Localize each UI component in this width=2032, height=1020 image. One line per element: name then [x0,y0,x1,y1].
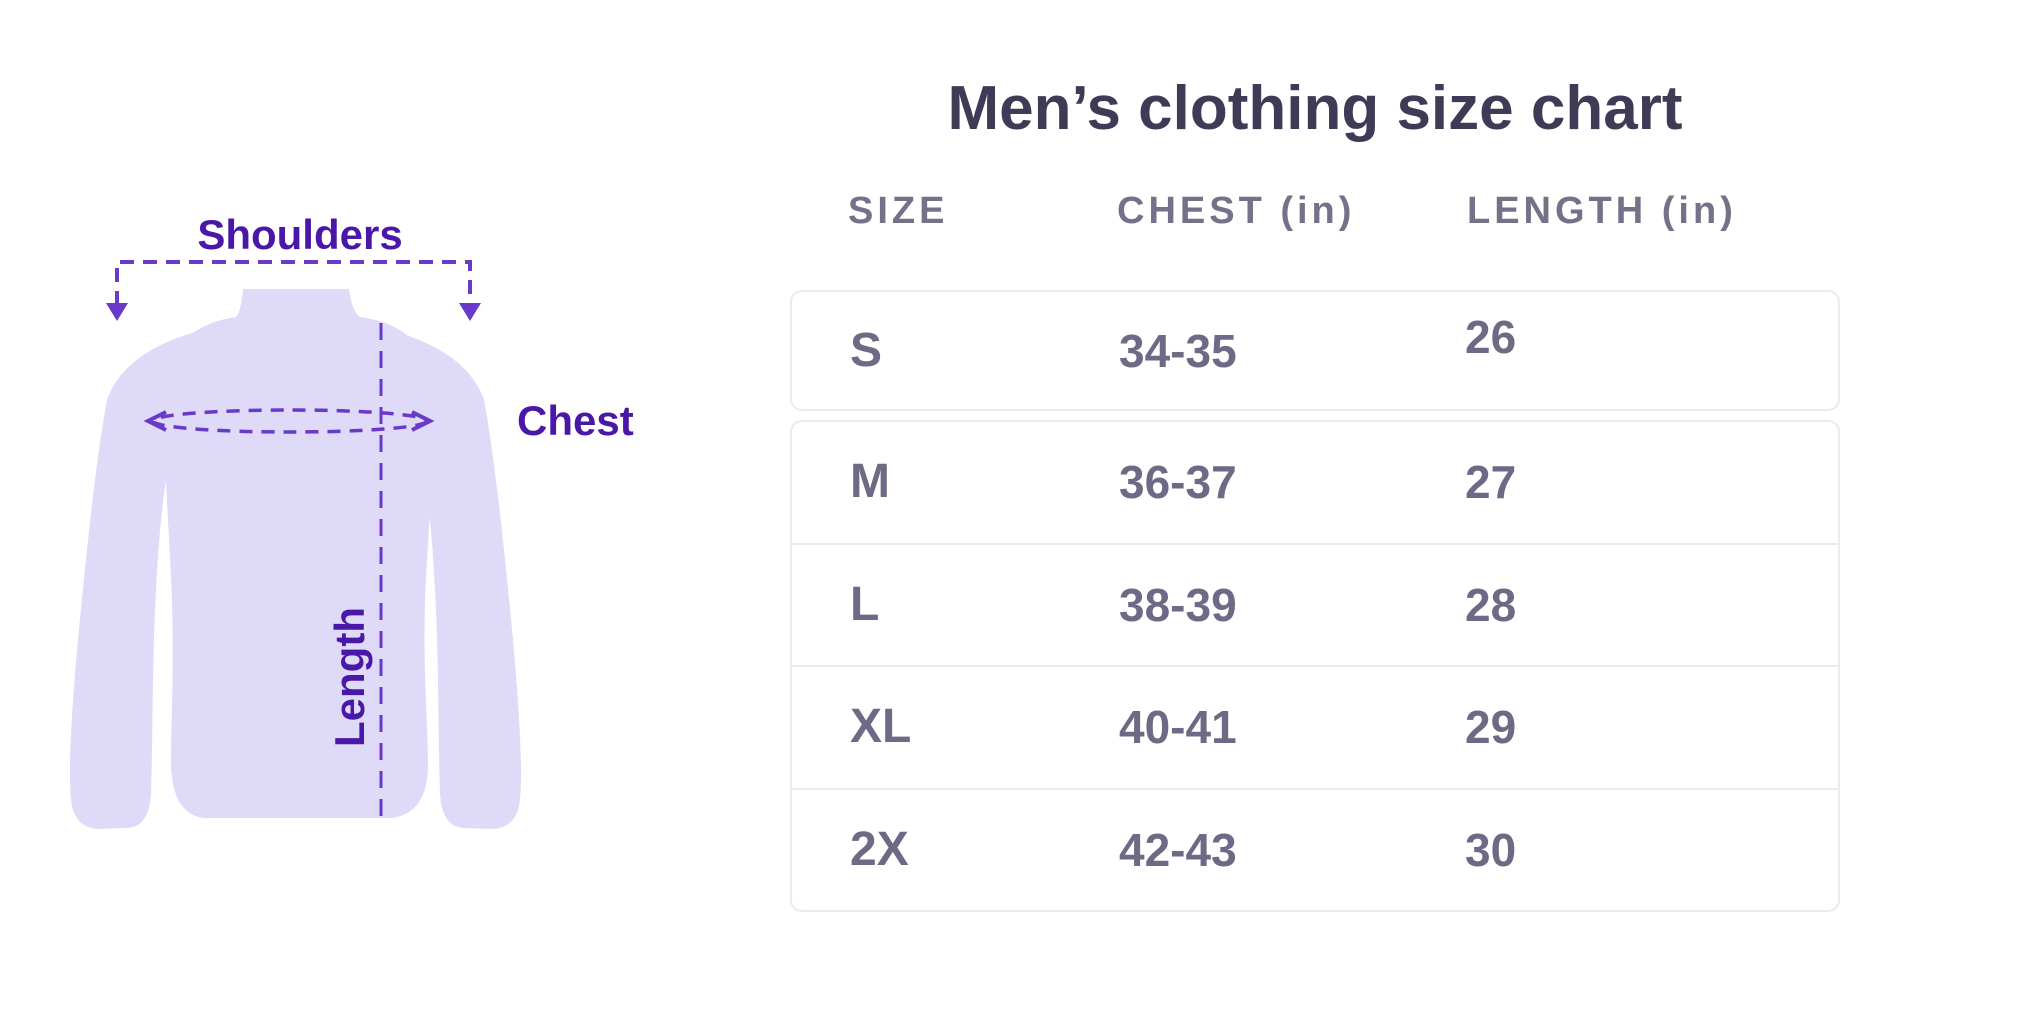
column-header-length: LENGTH (in) [1467,190,1737,232]
page-title: Men’s clothing size chart [947,74,1683,143]
size-value: S [850,323,883,377]
column-header-chest: CHEST (in) [1117,190,1356,232]
column-header-size: SIZE [848,190,949,232]
shirt-body [164,289,434,818]
shirt-sleeve-left [69,321,252,829]
length-value: 26 [1465,310,1517,363]
table-group-rest: M 36-37 27 L 38-39 28 XL 40-41 29 2X 42-… [790,420,1840,912]
length-value: 30 [1465,823,1517,876]
table-row: XL 40-41 29 [792,665,1838,788]
shoulder-arrow-left [106,303,128,321]
chest-value: 38-39 [1119,578,1237,631]
table-row: M 36-37 27 [792,422,1838,543]
length-value: 27 [1465,456,1517,509]
length-value: 28 [1465,578,1517,631]
chest-value: 42-43 [1119,823,1237,876]
size-value: XL [850,700,912,754]
shoulders-bracket [115,260,472,305]
table-row: 2X 42-43 30 [792,787,1838,911]
shirt-sleeve-right [339,321,522,829]
chest-value: 40-41 [1119,701,1237,754]
size-value: M [850,455,890,509]
size-value: 2X [850,822,909,876]
table-group-first: S 34-35 26 [790,290,1840,411]
shoulder-arrow-right [459,303,481,321]
chest-value: 34-35 [1119,324,1237,377]
chest-label: Chest [517,397,634,444]
table-row: L 38-39 28 [792,542,1838,666]
size-value: L [850,577,880,631]
length-label: Length [326,607,373,747]
length-value: 29 [1465,701,1517,754]
chest-arrow-left [143,410,167,432]
table-row: S 34-35 26 [792,292,1838,409]
chest-arrow-right [411,410,435,432]
chest-value: 36-37 [1119,456,1237,509]
shoulders-label: Shoulders [197,211,403,258]
